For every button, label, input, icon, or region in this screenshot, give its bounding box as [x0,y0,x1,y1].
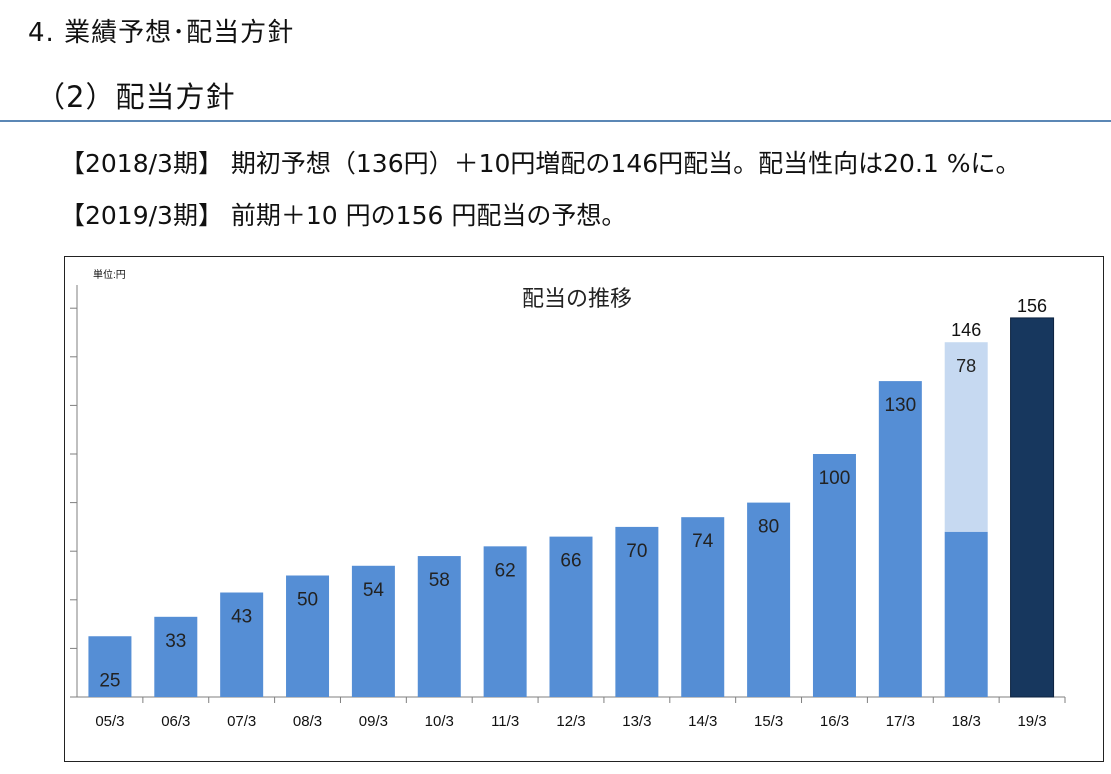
x-tick-label-15-3: 15/3 [754,713,783,730]
period-label-2018: 【2018/3期】 [60,149,223,178]
x-tick-label-09-3: 09/3 [359,713,388,730]
data-label-17-3: 130 [884,395,916,416]
x-tick-label-11-3: 11/3 [491,713,519,730]
x-tick-label-17-3: 17/3 [886,713,915,730]
x-tick-label-06-3: 06/3 [161,713,190,730]
bar-16-3 [812,454,856,697]
bar-15-3 [747,502,791,697]
x-tick-label-05-3: 05/3 [95,713,124,730]
bar-08-3 [286,575,330,697]
data-label-10-3: 58 [429,570,450,591]
x-tick-label-19-3: 19/3 [1017,713,1046,730]
unit-label: 単位:円 [93,268,126,281]
x-tick-label-10-3: 10/3 [425,713,454,730]
bar-13-3 [615,526,659,697]
chart-title: 配当の推移 [522,286,632,311]
bar-18-3-increase [944,342,988,532]
data-label-13-3: 70 [626,541,647,562]
data-label-12-3: 66 [560,551,581,572]
policy-line-2018: 【2018/3期】 期初予想（136円）＋10円増配の146円配当。配当性向は2… [60,144,1021,180]
x-tick-label-18-3: 18/3 [952,713,981,730]
data-label-16-3: 100 [819,468,851,489]
x-tick-label-14-3: 14/3 [688,713,717,730]
data-label-11-3: 62 [495,560,516,581]
data-label-09-3: 54 [363,580,385,601]
policy-text-2019: 前期＋10 円の156 円配当の予想。 [230,201,627,230]
data-label-total: 146 [951,320,981,340]
bar-12-3 [549,536,593,697]
x-tick-label-07-3: 07/3 [227,713,256,730]
policy-text-2018: 期初予想（136円）＋10円増配の146円配当。配当性向は20.1 %に。 [230,149,1021,178]
x-tick-label-16-3: 16/3 [820,713,849,730]
bar-11-3 [483,546,527,697]
x-tick-label-13-3: 13/3 [622,713,651,730]
x-tick-label-12-3: 12/3 [556,713,585,730]
header-divider [0,120,1111,122]
x-tick-label-08-3: 08/3 [293,713,322,730]
data-label-05-3: 25 [99,671,120,692]
data-label-forecast: 156 [1017,296,1047,316]
bar-17-3 [878,381,922,697]
bar-19-3 [1010,317,1055,698]
bar-09-3 [351,565,395,697]
data-label-07-3: 43 [231,607,252,628]
data-label-14-3: 74 [692,531,714,552]
data-label-06-3: 33 [165,631,186,652]
bar-05-3 [88,636,132,697]
bar-06-3 [154,616,198,697]
bar-10-3 [417,556,461,697]
data-label-15-3: 80 [758,517,779,538]
data-label-increase: 78 [956,356,976,376]
bar-18-3-base [944,531,988,697]
bar-14-3 [681,517,725,697]
data-label-08-3: 50 [297,590,318,611]
bar-07-3 [220,592,264,697]
section-title: 4. 業績予想･配当方針 [28,18,295,48]
period-label-2019: 【2019/3期】 [60,201,223,230]
sub-title: （2）配当方針 [36,80,236,114]
policy-line-2019: 【2019/3期】 前期＋10 円の156 円配当の予想。 [60,196,626,232]
dividend-chart: 単位:円配当の推移 05/3 25 06/3 33 07/3 43 08/3 50 09/3 54 1… [64,256,1104,762]
